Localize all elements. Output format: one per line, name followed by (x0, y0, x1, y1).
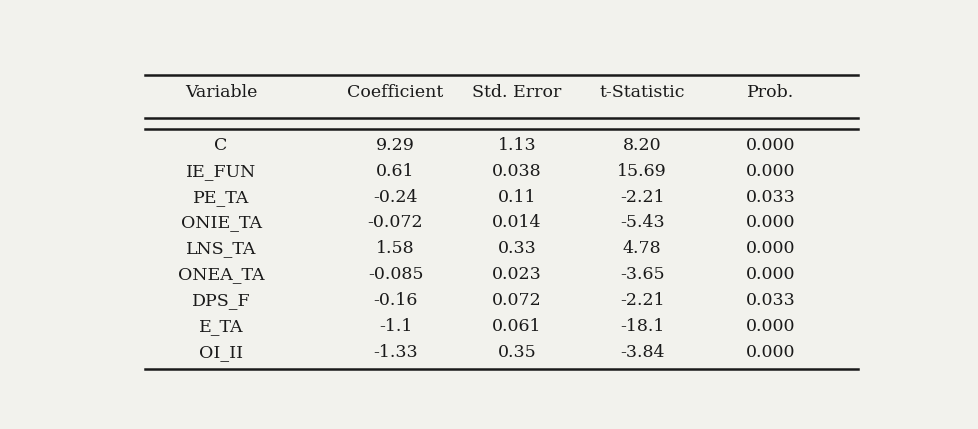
Text: Prob.: Prob. (746, 84, 794, 101)
Text: LNS_TA: LNS_TA (186, 240, 256, 257)
Text: -18.1: -18.1 (619, 318, 664, 335)
Text: ONEA_TA: ONEA_TA (178, 266, 264, 283)
Text: 0.000: 0.000 (745, 344, 795, 361)
Text: Coefficient: Coefficient (347, 84, 443, 101)
Text: -1.1: -1.1 (378, 318, 412, 335)
Text: Variable: Variable (185, 84, 257, 101)
Text: 0.35: 0.35 (497, 344, 536, 361)
Text: Std. Error: Std. Error (471, 84, 561, 101)
Text: 0.033: 0.033 (745, 292, 795, 309)
Text: E_TA: E_TA (199, 318, 243, 335)
Text: 0.33: 0.33 (497, 240, 536, 257)
Text: 0.023: 0.023 (492, 266, 541, 283)
Text: 0.000: 0.000 (745, 266, 795, 283)
Text: 0.61: 0.61 (376, 163, 415, 180)
Text: -0.24: -0.24 (373, 189, 418, 205)
Text: 0.033: 0.033 (745, 189, 795, 205)
Text: 1.13: 1.13 (497, 137, 536, 154)
Text: OI_II: OI_II (199, 344, 243, 361)
Text: 15.69: 15.69 (616, 163, 666, 180)
Text: 0.072: 0.072 (492, 292, 541, 309)
Text: -3.84: -3.84 (619, 344, 664, 361)
Text: 4.78: 4.78 (622, 240, 661, 257)
Text: 0.000: 0.000 (745, 137, 795, 154)
Text: -0.072: -0.072 (368, 214, 422, 232)
Text: 0.000: 0.000 (745, 214, 795, 232)
Text: 0.000: 0.000 (745, 240, 795, 257)
Text: -1.33: -1.33 (373, 344, 418, 361)
Text: IE_FUN: IE_FUN (186, 163, 256, 180)
Text: 8.20: 8.20 (622, 137, 661, 154)
Text: -2.21: -2.21 (619, 292, 664, 309)
Text: C: C (214, 137, 228, 154)
Text: t-Statistic: t-Statistic (599, 84, 685, 101)
Text: -0.085: -0.085 (368, 266, 422, 283)
Text: 9.29: 9.29 (376, 137, 415, 154)
Text: 0.11: 0.11 (497, 189, 536, 205)
Text: 0.014: 0.014 (492, 214, 541, 232)
Text: -2.21: -2.21 (619, 189, 664, 205)
Text: DPS_F: DPS_F (192, 292, 250, 309)
Text: PE_TA: PE_TA (193, 189, 248, 205)
Text: 0.038: 0.038 (492, 163, 541, 180)
Text: -3.65: -3.65 (619, 266, 664, 283)
Text: 0.000: 0.000 (745, 163, 795, 180)
Text: -0.16: -0.16 (373, 292, 418, 309)
Text: -5.43: -5.43 (619, 214, 664, 232)
Text: 0.000: 0.000 (745, 318, 795, 335)
Text: ONIE_TA: ONIE_TA (180, 214, 261, 232)
Text: 1.58: 1.58 (376, 240, 415, 257)
Text: 0.061: 0.061 (492, 318, 541, 335)
